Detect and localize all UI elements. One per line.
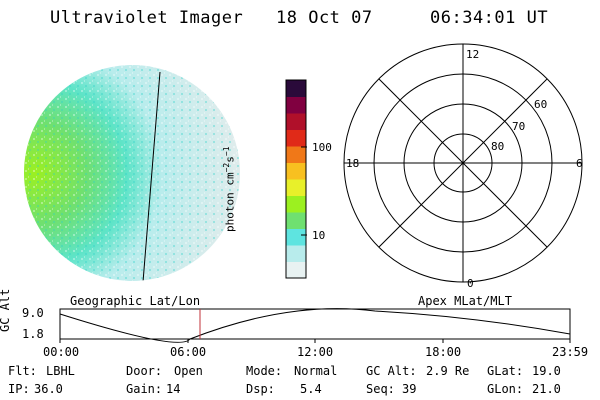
date-label: 18 Oct 07 (276, 8, 373, 28)
param-flt-label: Flt: (8, 364, 37, 378)
mlt-label-12: 12 (466, 48, 480, 61)
lat-label-70: 70 (512, 120, 526, 133)
colorbar-segment (286, 261, 306, 279)
colorbar-segment (286, 80, 306, 97)
colorbar-frame (285, 79, 307, 279)
colorbar-segment (286, 162, 306, 180)
colorbar-segment (286, 179, 306, 196)
param-gain-label: Gain: (126, 382, 163, 396)
param-gcalt-value: 2.9 Re (426, 364, 470, 378)
param-mode-label: Mode: (246, 364, 283, 378)
color-bar (285, 79, 307, 279)
imager-disk (24, 65, 240, 281)
colorbar-segment (286, 146, 306, 163)
mlt-label-18: 18 (346, 157, 360, 170)
param-door-value: Open (174, 364, 203, 378)
param-glat-value: 19.0 (532, 364, 561, 378)
param-glat-label: GLat: (487, 364, 524, 378)
param-flt-value: LBHL (46, 364, 75, 378)
colorbar-segment (286, 212, 306, 229)
param-glon-label: GLon: (487, 382, 524, 396)
mlt-label-0: 0 (467, 277, 474, 290)
gc-alt-plot-frame (59, 308, 571, 340)
param-ip-value: 36.0 (34, 382, 63, 396)
colorbar-segment (286, 245, 306, 262)
gc-alt-curve (59, 308, 571, 343)
colorbar-segment (286, 195, 306, 213)
lat-label-80: 80 (491, 140, 505, 153)
param-seq-value: 39 (402, 382, 417, 396)
gc-alt-xtick-0: 00:00 (43, 345, 80, 359)
colorbar-segment (286, 113, 306, 130)
gc-alt-ytick-bottom: 1.8 (22, 327, 44, 341)
colorbar-label-10: 10 (312, 229, 326, 242)
param-mode-value: Normal (294, 364, 338, 378)
colorbar-unit-label: photon cm−2s−1 (222, 146, 237, 232)
colorbar-segment (286, 96, 306, 114)
apex-panel-label: Apex MLat/MLT (418, 294, 512, 308)
param-door-label: Door: (126, 364, 163, 378)
gc-alt-xtick-2: 12:00 (297, 345, 334, 359)
time-label: 06:34:01 UT (430, 8, 549, 28)
colorbar-label-100: 100 (312, 141, 332, 154)
gc-alt-ytick-top: 9.0 (22, 306, 44, 320)
param-glon-value: 21.0 (532, 382, 561, 396)
param-dsp-label: Dsp: (246, 382, 275, 396)
gc-alt-xtick-3: 18:00 (425, 345, 462, 359)
param-dsp-value: 5.4 (300, 382, 322, 396)
terminator-line (142, 71, 161, 281)
gc-alt-xticks (59, 339, 571, 343)
gc-alt-xtick-1: 06:00 (170, 345, 207, 359)
colorbar-segment (286, 129, 306, 147)
mlt-label-6: 6 (576, 157, 583, 170)
param-gain-value: 14 (166, 382, 181, 396)
polar-grid (343, 43, 583, 283)
instrument-title: Ultraviolet Imager (50, 8, 244, 28)
param-ip-label: IP: (8, 382, 30, 396)
geographic-panel-label: Geographic Lat/Lon (70, 294, 201, 308)
colorbar-segment (286, 228, 306, 246)
param-seq-label: Seq: (366, 382, 395, 396)
param-gcalt-label: GC Alt: (366, 364, 417, 378)
gc-alt-ylabel: GC Alt (0, 288, 12, 332)
lat-label-60: 60 (534, 98, 548, 111)
gc-alt-xtick-4: 23:59 (552, 345, 589, 359)
